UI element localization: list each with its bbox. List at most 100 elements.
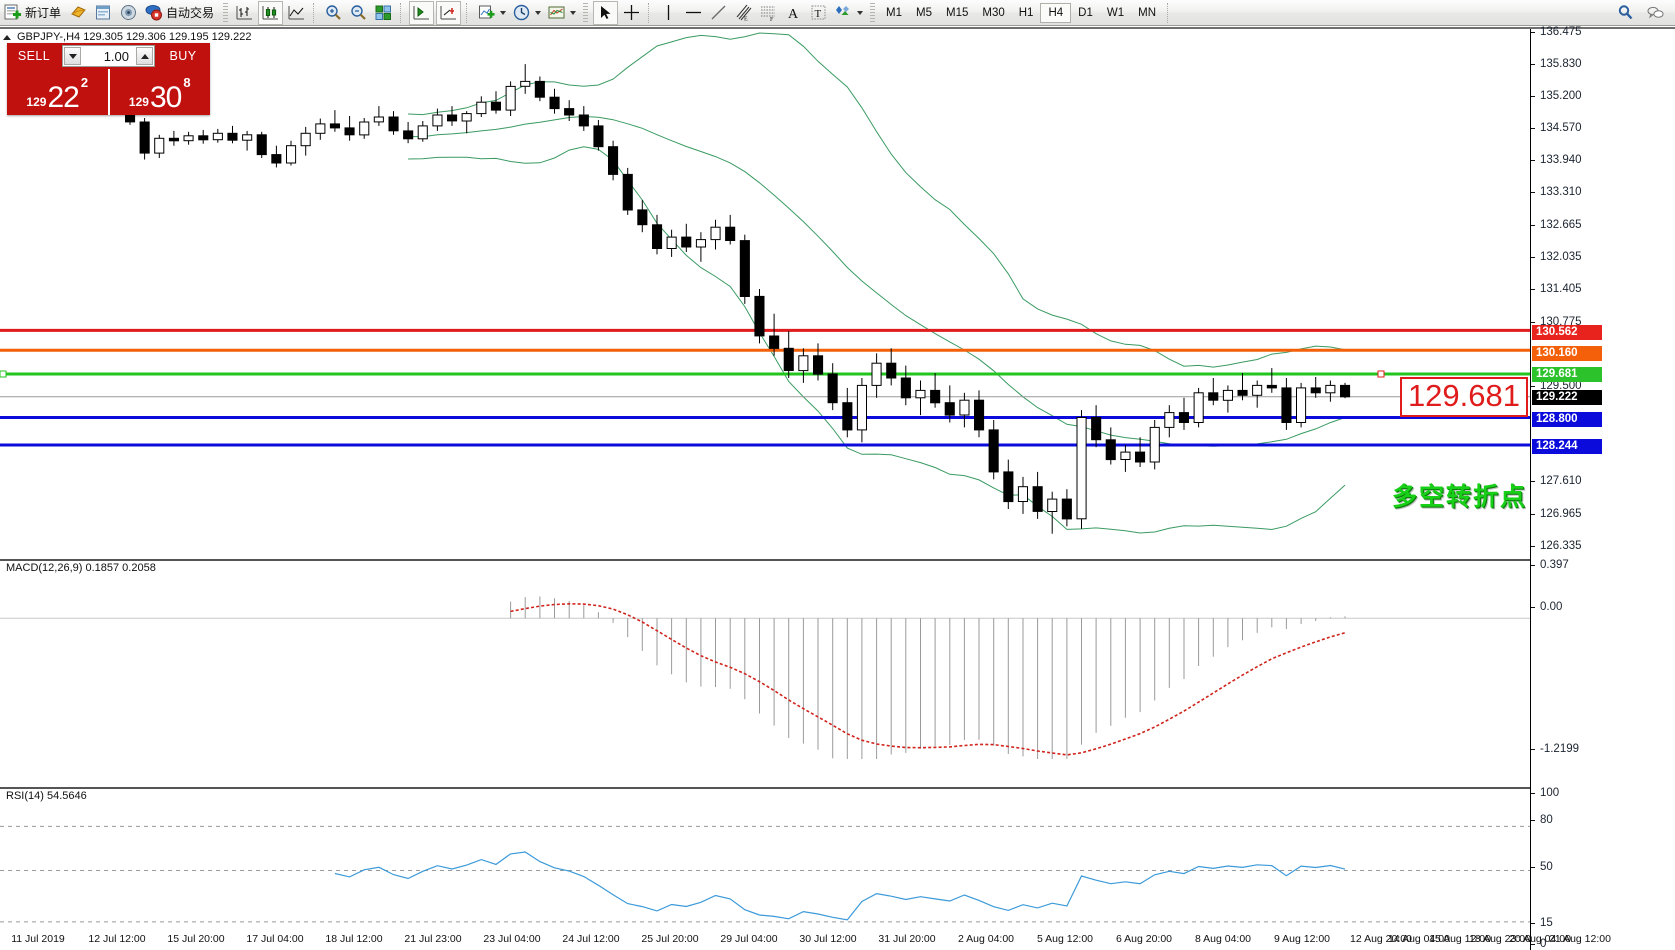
macd-title: MACD(12,26,9) 0.1857 0.2058 [4, 562, 158, 574]
vertical-line-button[interactable] [657, 1, 680, 25]
search-button[interactable] [1614, 1, 1637, 25]
tile-windows-button[interactable] [372, 1, 395, 25]
auto-scroll-icon [412, 3, 431, 22]
candle [1296, 382, 1307, 428]
time-scale[interactable]: 11 Jul 2019 12 Jul 12:00 15 Jul 20:00 17 Ju… [0, 931, 1611, 948]
collapse-triangle-icon[interactable] [3, 34, 11, 40]
candlestick-chart-button[interactable] [258, 0, 284, 25]
time-tick: 11 Jul 2019 [11, 933, 65, 945]
text-icon: A [784, 3, 803, 22]
rsi-tick: 15 [1531, 917, 1553, 929]
templates-dropdown-caret[interactable] [570, 10, 577, 15]
rsi-pane[interactable]: RSI(14) 54.5646 [0, 787, 1530, 945]
candle [373, 106, 384, 126]
shapes-dropdown-caret[interactable] [857, 10, 864, 15]
candle [608, 140, 619, 181]
timeframe-m30[interactable]: M30 [982, 6, 1005, 19]
buy-price[interactable]: 129 30 8 [109, 69, 210, 115]
timeframe-group: M1 M5 M15 M30 H1 H4 D1 W1 MN [879, 2, 1163, 23]
time-tick: 5 Aug 12:00 [1036, 933, 1094, 945]
candlestick-chart-icon [261, 3, 280, 22]
timeframe-m15[interactable]: M15 [946, 6, 969, 19]
timeframe-m5[interactable]: M5 [916, 6, 932, 19]
price-pane[interactable] [0, 29, 1530, 557]
toolbar-grip-1 [223, 2, 229, 23]
rsi-chart-canvas[interactable] [0, 789, 1530, 947]
candle [637, 200, 648, 233]
chart-window[interactable]: GBPJPY-,H4 129.305 129.306 129.195 129.2… [0, 26, 1675, 950]
period-button[interactable] [510, 1, 543, 25]
volume-increase-button[interactable] [136, 47, 153, 65]
navigator-button[interactable] [117, 1, 140, 25]
chat-button[interactable] [1644, 1, 1667, 25]
indicators-button[interactable] [475, 1, 508, 25]
timeframe-w1[interactable]: W1 [1106, 6, 1125, 19]
candle [198, 129, 209, 144]
volume-decrease-button[interactable] [64, 47, 81, 65]
price-scale[interactable]: 136.475 135.830 135.200 134.570 133.940 133.3… [1530, 26, 1675, 950]
horizontal-line-button[interactable] [682, 1, 705, 25]
autotrading-button[interactable]: 自动交易 [142, 1, 218, 25]
candle [344, 116, 355, 141]
volume-stepper[interactable]: 1.00 [62, 45, 155, 67]
fibonacci-button[interactable]: F [757, 1, 780, 25]
candle [1310, 377, 1321, 398]
candle [842, 387, 853, 438]
candle [256, 131, 267, 158]
zoom-out-button[interactable] [347, 1, 370, 25]
chat-icon [1646, 3, 1665, 22]
bar-chart-button[interactable] [233, 1, 256, 25]
timeframe-m1[interactable]: M1 [886, 6, 903, 19]
timeframe-mn[interactable]: MN [1138, 6, 1156, 19]
cursor-button[interactable] [593, 0, 619, 25]
auto-scroll-button[interactable] [409, 0, 435, 25]
buy-button[interactable]: BUY [156, 43, 210, 69]
candle [417, 121, 428, 142]
expert-advisors-button[interactable] [67, 1, 90, 25]
candle [212, 128, 223, 143]
text-button[interactable]: A [782, 1, 805, 25]
candle [1047, 491, 1058, 534]
indicators-dropdown-caret[interactable] [500, 10, 507, 15]
candle [856, 378, 868, 443]
sell-price[interactable]: 129 22 2 [7, 69, 108, 115]
candle [813, 343, 824, 381]
templates-button[interactable] [545, 1, 578, 25]
data-window-button[interactable] [92, 1, 115, 25]
chart-shift-button[interactable] [436, 0, 462, 25]
new-order-label: 新订单 [25, 6, 62, 20]
volume-input[interactable]: 1.00 [82, 46, 135, 66]
new-order-button[interactable]: 新订单 [1, 1, 65, 25]
zoom-in-button[interactable] [322, 1, 345, 25]
line-chart-button[interactable] [285, 1, 308, 25]
text-label-button[interactable]: T [807, 1, 830, 25]
price-tick: 134.570 [1531, 122, 1582, 134]
period-dropdown-caret[interactable] [535, 10, 542, 15]
candle [783, 331, 794, 378]
candle [886, 348, 897, 386]
candle [1222, 385, 1234, 413]
timeframe-d1[interactable]: D1 [1078, 6, 1093, 19]
equidistant-channel-button[interactable]: E [732, 1, 755, 25]
time-tick: 17 Jul 04:00 [246, 933, 304, 945]
time-tick: 6 Aug 20:00 [1115, 933, 1173, 945]
shapes-icon [834, 3, 853, 22]
candle [315, 118, 326, 140]
rsi-tick: 0 [1531, 938, 1546, 950]
one-click-trading-panel[interactable]: SELL 1.00 BUY 129 22 2 129 30 8 [7, 43, 210, 115]
candle [154, 134, 165, 158]
crosshair-button[interactable] [620, 1, 643, 25]
sell-button[interactable]: SELL [7, 43, 61, 69]
candle [1149, 420, 1160, 470]
timeframe-h1[interactable]: H1 [1018, 6, 1034, 19]
candle [1178, 397, 1190, 430]
shapes-button[interactable] [832, 1, 865, 25]
trendline-button[interactable] [707, 1, 730, 25]
price-chart-canvas[interactable] [0, 29, 1530, 557]
macd-chart-canvas[interactable] [0, 561, 1530, 759]
macd-pane[interactable]: MACD(12,26,9) 0.1857 0.2058 [0, 559, 1530, 759]
expert-advisors-icon [69, 3, 88, 22]
trade-panel-top-row: SELL 1.00 BUY [7, 43, 210, 69]
price-tick: 136.475 [1531, 26, 1582, 38]
timeframe-h4[interactable]: H4 [1040, 2, 1072, 23]
